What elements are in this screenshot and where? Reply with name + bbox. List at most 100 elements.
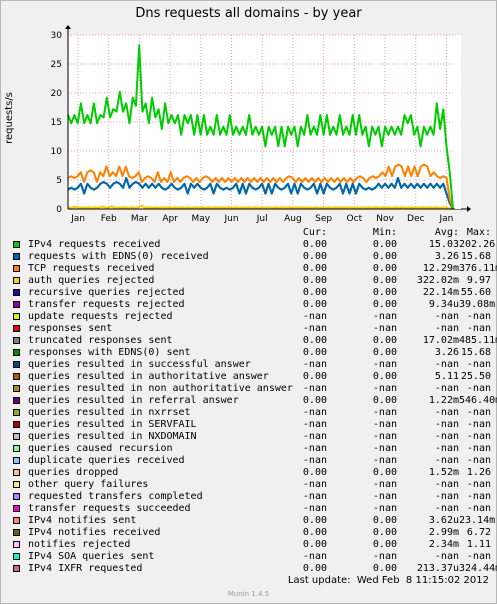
legend-swatch [13,445,20,452]
legend-value-max: -nan [466,419,491,430]
legend-series-name: TCP requests received [28,263,155,274]
legend-value-min: 0.00 [372,287,397,298]
legend-swatch [13,529,20,536]
legend-row: truncated responses sent 0.00 0.00 17.02m 48… [13,335,497,347]
legend-value-max: 55.60 [460,287,491,298]
legend-table: Cur: Min: Avg: Max: IPv4 requests receiv… [13,227,497,575]
legend-swatch [13,409,20,416]
x-tick-label: Sep [315,214,332,224]
legend-value-max: -nan [466,551,491,562]
legend-value-max: 6.72 [466,527,491,538]
legend-value-min: 0.00 [372,563,397,574]
legend-row: recursive queries rejected 0.00 0.00 22.14m… [13,287,491,299]
legend-swatch [13,433,20,440]
legend-value-cur: 0.00 [302,263,327,274]
legend-value-avg: -nan [434,311,459,322]
legend-value-avg: 1.22m [428,395,459,406]
legend-row: auth queries rejected 0.00 0.00 322.02m 9.97 [13,275,491,287]
legend-row: IPv4 notifies sent 0.00 0.00 3.62u 23.14m [13,515,495,527]
legend-value-min: 0.00 [372,395,397,406]
legend-swatch [13,397,20,404]
legend-swatch [13,385,20,392]
legend-series-name: responses with EDNS(0) sent [28,347,191,358]
legend-row: queries resulted in NXDOMAIN -nan -nan -nan… [13,431,491,443]
legend-swatch [13,349,20,356]
legend-row: IPv4 IXFR requested 0.00 0.00 213.37u 324.44… [13,563,497,575]
legend-series-name: requests with EDNS(0) received [28,251,209,262]
legend-rows: IPv4 requests received 0.00 0.00 15.03 202.2… [13,239,497,575]
legend-row: TCP requests received 0.00 0.00 12.29m 376.1… [13,263,497,275]
y-axis-arrow [65,25,71,29]
legend-value-min: -nan [372,359,397,370]
legend-value-min: 0.00 [372,347,397,358]
legend-row: queries dropped 0.00 0.00 1.52m 1.26 [13,467,491,479]
legend-value-min: -nan [372,419,397,430]
legend-value-avg: 1.52m [428,467,459,478]
munin-version: Munin 1.4.5 [227,590,270,598]
legend-series-name: queries resulted in nxrrset [28,407,191,418]
legend-swatch [13,421,20,428]
legend-value-min: 0.00 [372,467,397,478]
x-tick-label: Jan [439,214,454,224]
legend-value-cur: 0.00 [302,347,327,358]
x-tick-label: Dec [407,214,424,224]
legend-value-cur: -nan [302,383,327,394]
legend-value-min: 0.00 [372,335,397,346]
legend-swatch [13,361,20,368]
legend-series-name: queries resulted in non authoritative an… [28,383,293,394]
legend-swatch [13,337,20,344]
legend-value-min: 0.00 [372,239,397,250]
legend-value-max: 1.26 [466,467,491,478]
legend-row: responses with EDNS(0) sent 0.00 0.00 3.26 1… [13,347,491,359]
legend-swatch [13,301,20,308]
x-tick-label: Jan [70,214,85,224]
legend-row: update requests rejected -nan -nan -nan -nan [13,311,491,323]
legend-series-name: notifies rejected [28,539,131,550]
legend-value-avg: 3.26 [434,347,459,358]
x-tick-label: Feb [101,214,117,224]
legend-value-cur: 0.00 [302,335,327,346]
legend-value-avg: 2.34m [428,539,459,550]
legend-series-name: queries dropped [28,467,119,478]
legend-swatch [13,493,20,500]
legend-value-max: 546.40m [459,395,497,406]
legend-value-avg: -nan [434,491,459,502]
legend-value-max: 485.11m [459,335,497,346]
legend-value-avg: -nan [434,419,459,430]
y-tick-label: 30 [51,31,63,41]
legend-value-avg: 3.26 [434,251,459,262]
x-tick-label: Aug [284,214,302,224]
legend-value-cur: -nan [302,431,327,442]
legend-swatch [13,469,20,476]
last-update: Last update: Wed Feb 8 11:15:02 2012 [287,575,489,586]
legend-value-max: 1.11 [466,539,491,550]
legend-value-max: -nan [466,323,491,334]
legend-value-avg: 2.99m [428,527,459,538]
x-tick-label: Oct [347,214,363,224]
legend-value-avg: 12.29m [422,263,459,274]
legend-value-avg: -nan [434,503,459,514]
legend-series-name: queries resulted in NXDOMAIN [28,431,197,442]
legend-value-cur: 0.00 [302,395,327,406]
legend-row: notifies rejected 0.00 0.00 2.34m 1.11 [13,539,491,551]
legend-value-min: -nan [372,431,397,442]
legend-value-cur: -nan [302,551,327,562]
legend-value-avg: 17.02m [422,335,459,346]
legend-value-max: -nan [466,491,491,502]
legend-value-cur: 0.00 [302,239,327,250]
legend-value-max: 15.68 [460,347,491,358]
legend-series-name: IPv4 notifies sent [28,515,137,526]
legend-series-name: queries resulted in successful answer [28,359,251,370]
legend-value-max: -nan [466,443,491,454]
legend-value-avg: -nan [434,407,459,418]
legend-value-avg: -nan [434,455,459,466]
legend-row: transfer requests rejected 0.00 0.00 9.34u 3… [13,299,495,311]
legend-value-min: -nan [372,311,397,322]
legend-swatch [13,517,20,524]
legend-row: IPv4 requests received 0.00 0.00 15.03 202.2… [13,239,495,251]
legend-series-name: requested transfers completed [28,491,203,502]
legend-value-min: -nan [372,323,397,334]
plot-right-gap [455,35,461,209]
legend-value-avg: -nan [434,431,459,442]
